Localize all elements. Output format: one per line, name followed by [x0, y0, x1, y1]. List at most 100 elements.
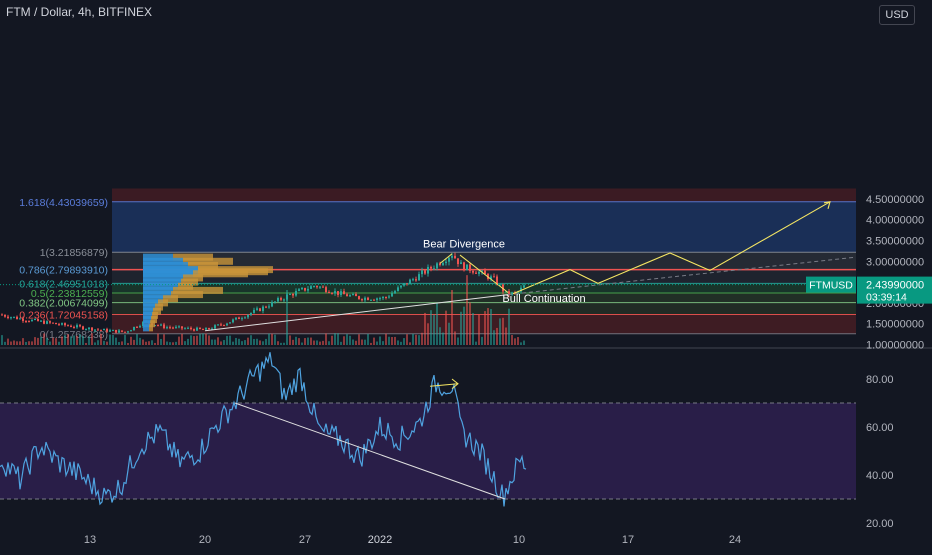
volume-bar — [70, 336, 72, 345]
candle-body — [277, 298, 279, 302]
volume-bar — [103, 340, 105, 345]
rsi-axis-tick: 40.00 — [866, 470, 894, 482]
candle-body — [115, 329, 117, 333]
volume-bar — [97, 340, 99, 345]
trendline-extension — [507, 256, 857, 296]
volume-bar — [412, 333, 414, 345]
volume-bar — [334, 333, 336, 345]
candle-body — [316, 286, 318, 288]
candle-body — [214, 325, 216, 329]
volume-bar — [88, 336, 90, 345]
candle-body — [166, 327, 168, 329]
candle-body — [499, 284, 501, 286]
time-axis-tick: 2022 — [368, 534, 392, 546]
volume-bar — [238, 338, 240, 345]
candle-body — [253, 309, 255, 313]
volume-bar — [466, 275, 468, 345]
volume-bar — [313, 340, 315, 345]
volume-bar — [358, 334, 360, 345]
rsi-divergence-arrowhead — [451, 378, 459, 389]
volume-bar — [508, 308, 510, 345]
volume-bar — [160, 338, 162, 345]
candle-body — [1, 314, 3, 316]
volume-bar — [490, 309, 492, 345]
candle-body — [496, 276, 498, 285]
candle-body — [49, 321, 51, 323]
volume-bar — [355, 340, 357, 345]
volume-bar — [214, 339, 216, 345]
candle-body — [208, 328, 210, 330]
candle-body — [439, 263, 441, 266]
volume-bar — [202, 333, 204, 345]
volume-profile-buy — [143, 303, 155, 311]
candle-body — [22, 318, 24, 321]
candle-body — [430, 266, 432, 269]
candle-body — [406, 283, 408, 285]
volume-bar — [346, 334, 348, 345]
volume-profile-buy — [143, 274, 183, 282]
candle-body — [67, 325, 69, 327]
volume-bar — [13, 340, 15, 345]
volume-bar — [184, 341, 186, 345]
rsi-band — [0, 403, 856, 499]
candle-body — [415, 279, 417, 281]
candle-body — [367, 297, 369, 301]
volume-bar — [127, 342, 129, 345]
volume-bar — [397, 340, 399, 345]
candle-body — [328, 291, 330, 293]
candle-body — [112, 329, 114, 331]
candle-body — [199, 327, 201, 329]
fib-level-label: 1(3.21856879) — [40, 247, 108, 259]
volume-bar — [301, 342, 303, 345]
candle-body — [469, 264, 471, 271]
volume-bar — [85, 342, 87, 345]
candle-body — [493, 276, 495, 278]
candle-body — [322, 286, 324, 288]
fib-zone — [112, 302, 856, 315]
volume-bar — [277, 341, 279, 345]
volume-bar — [151, 340, 153, 345]
divergence-line — [439, 253, 453, 264]
volume-profile-buy — [143, 282, 178, 290]
volume-bar — [499, 318, 501, 345]
currency-button[interactable]: USD — [879, 5, 915, 25]
volume-bar — [262, 341, 264, 345]
candle-body — [133, 326, 135, 331]
volume-profile-buy — [143, 307, 153, 315]
candle-body — [292, 293, 294, 296]
candle-body — [91, 327, 93, 331]
volume-bar — [94, 342, 96, 345]
candle-body — [349, 295, 351, 297]
candle-body — [241, 318, 243, 320]
candle-body — [436, 263, 438, 269]
volume-bar — [250, 335, 252, 345]
candle-body — [211, 328, 213, 330]
volume-bar — [163, 334, 165, 345]
candle-body — [505, 291, 507, 293]
projection-arrow — [709, 201, 831, 271]
candle-body — [202, 328, 204, 330]
candle-body — [310, 286, 312, 289]
volume-bar — [514, 338, 516, 345]
volume-profile-sell — [173, 286, 223, 294]
candle-body — [379, 298, 381, 300]
candle-body — [355, 294, 357, 297]
candle-body — [289, 293, 291, 295]
volume-profile-sell — [151, 316, 157, 324]
volume-bar — [157, 333, 159, 345]
candle-body — [121, 330, 123, 332]
rsi-divergence-top — [429, 383, 459, 387]
candle-body — [409, 279, 411, 285]
volume-bar — [376, 341, 378, 345]
fib-level-label: 0.786(2.79893910) — [19, 265, 108, 277]
volume-profile-sell — [188, 261, 218, 269]
volume-bar — [433, 314, 435, 345]
candle-body — [484, 270, 486, 275]
volume-bar — [451, 290, 453, 345]
volume-profile-buy — [143, 320, 150, 328]
candle-body — [331, 292, 333, 294]
chart-title: FTM / Dollar, 4h, BITFINEX — [6, 5, 153, 19]
candle-body — [520, 287, 522, 292]
volume-bar — [460, 311, 462, 345]
